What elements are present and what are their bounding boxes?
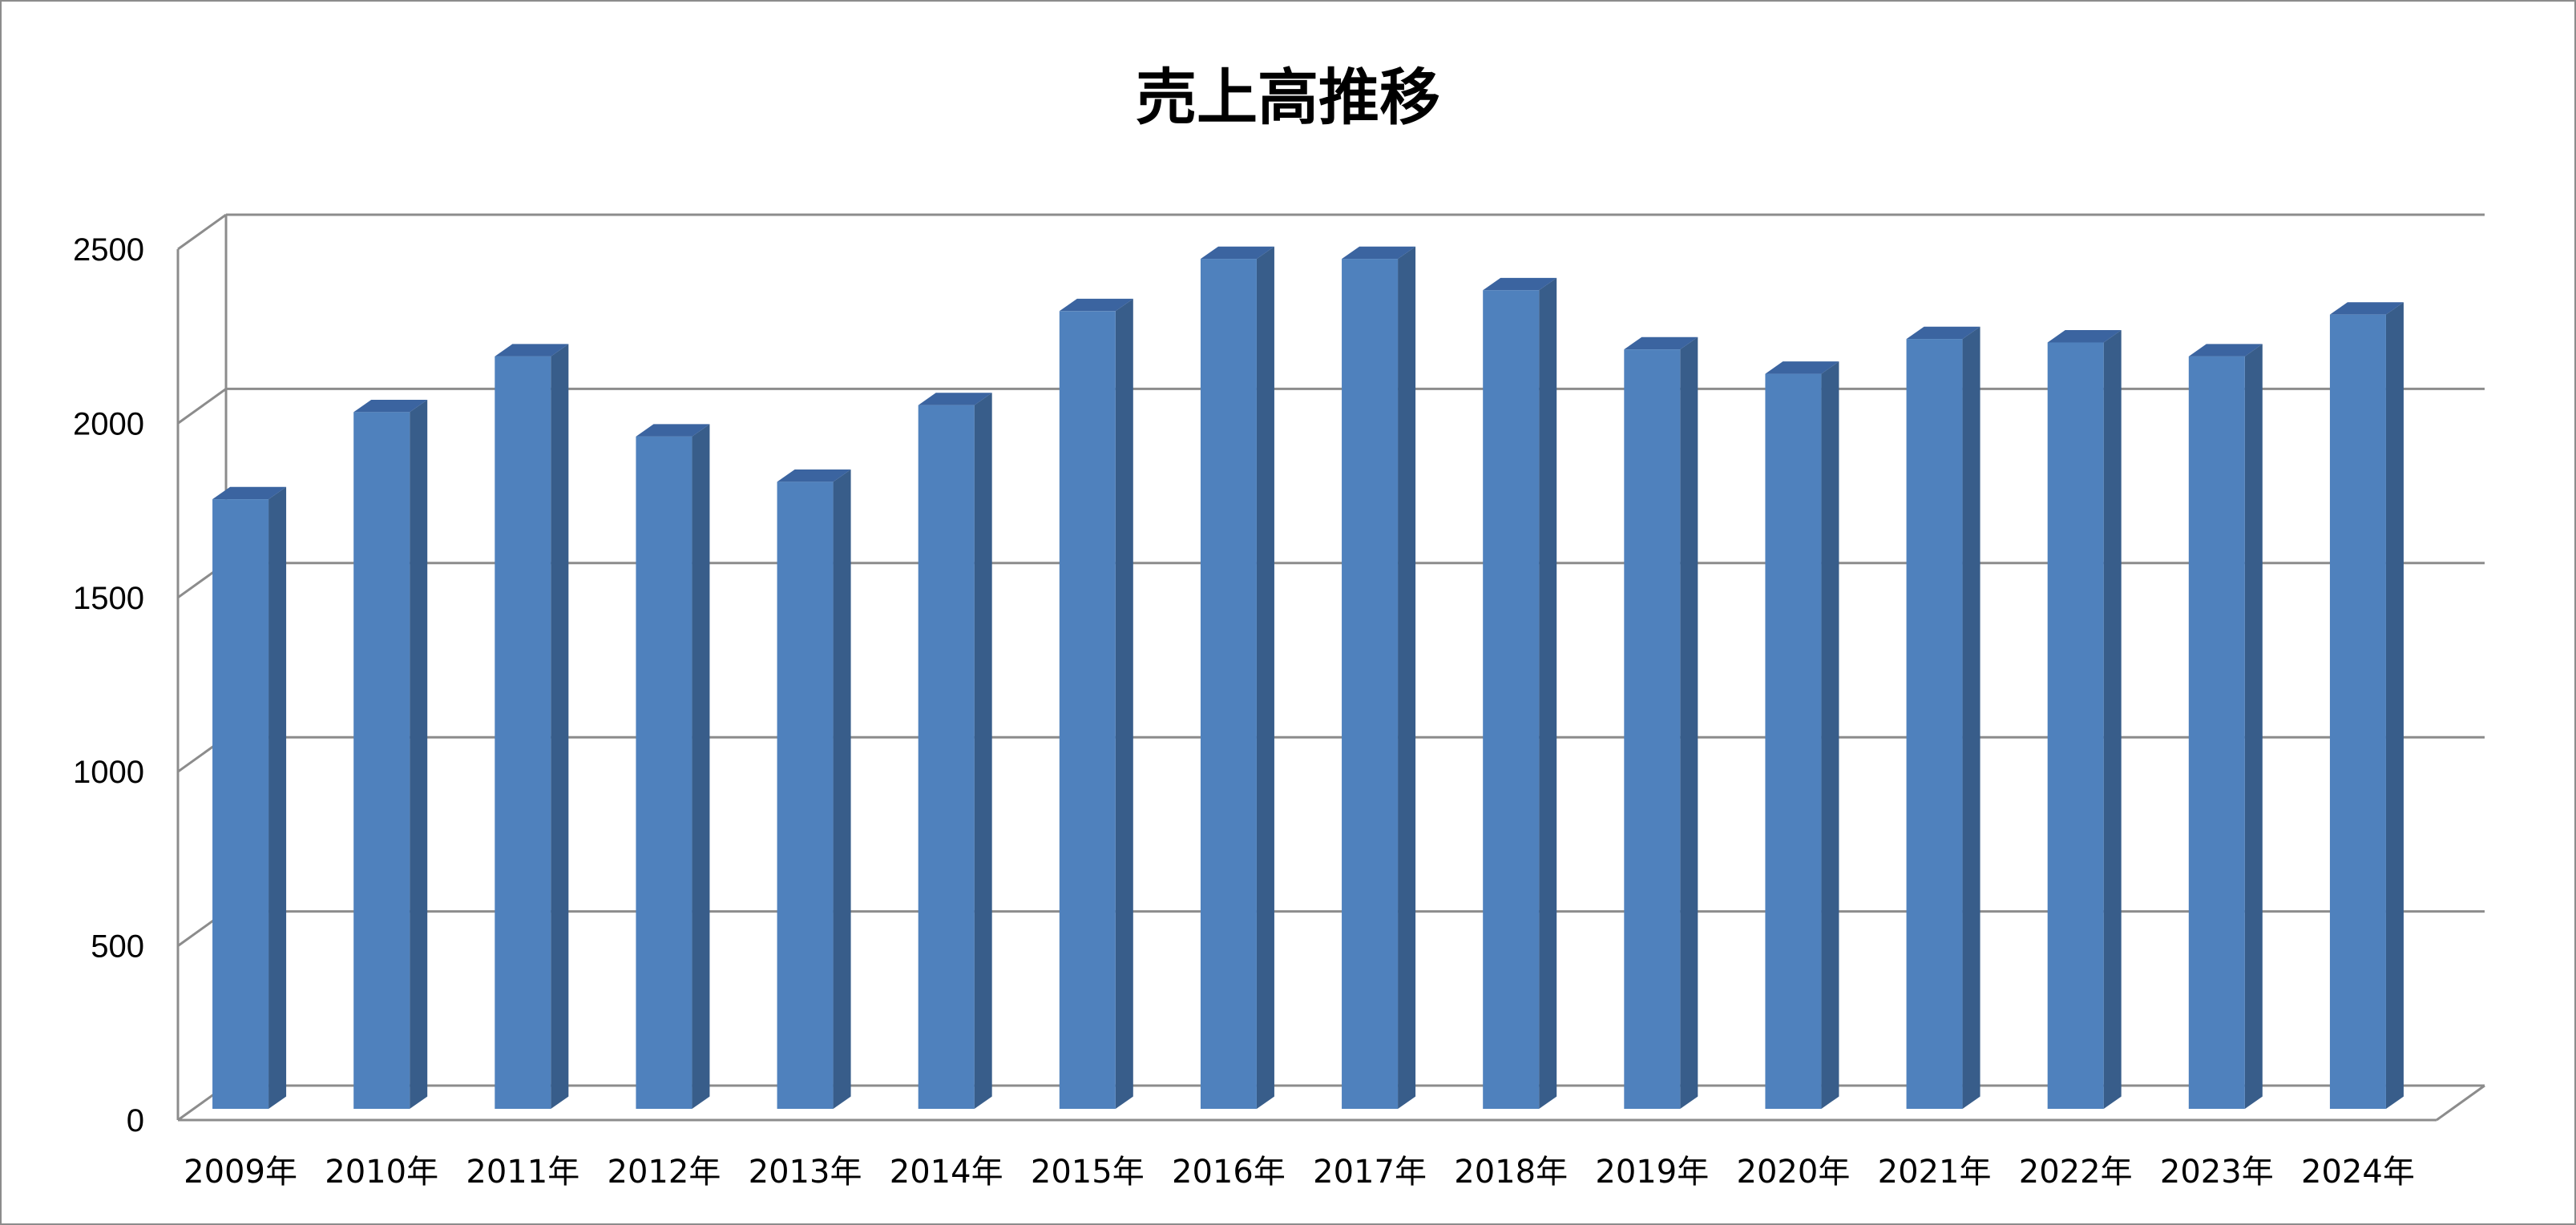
bar	[1059, 311, 1116, 1110]
bar-side	[1680, 336, 1698, 1110]
bar-top	[212, 486, 287, 500]
bar-side	[1821, 361, 1839, 1109]
bar-side	[1962, 326, 1980, 1109]
x-tick-label: 2018年	[1454, 1154, 1568, 1191]
bar	[2188, 356, 2245, 1109]
y-tick-label: 1000	[73, 755, 144, 790]
bar	[1483, 290, 1540, 1110]
bar	[918, 405, 975, 1110]
y-tick-label: 2500	[73, 232, 144, 268]
x-tick-label: 2024年	[2301, 1154, 2415, 1191]
bar-top	[2047, 330, 2122, 343]
bar-side	[1256, 246, 1274, 1109]
x-tick-label: 2016年	[1172, 1154, 1286, 1191]
bar-top	[1342, 246, 1416, 260]
bar-top	[1059, 298, 1133, 312]
bar	[2047, 342, 2104, 1109]
bar-top	[495, 344, 569, 357]
x-tick-label: 2022年	[2019, 1154, 2133, 1191]
bar-side	[410, 400, 428, 1109]
gridline-side	[177, 388, 227, 425]
bar-top	[2188, 344, 2263, 357]
x-tick-label: 2021年	[1878, 1154, 1992, 1191]
x-tick-label: 2012年	[608, 1154, 721, 1191]
y-tick-label: 2000	[73, 406, 144, 441]
x-tick-label: 2019年	[1595, 1154, 1709, 1191]
bar-top	[1483, 277, 1557, 291]
bar	[636, 436, 692, 1109]
bar-top	[353, 400, 428, 413]
bar	[1200, 259, 1257, 1109]
bar	[1906, 339, 1963, 1109]
bar-top	[1906, 326, 1980, 340]
bar	[212, 499, 269, 1109]
bar	[495, 356, 551, 1109]
gridline-side	[177, 213, 227, 251]
bar-side	[692, 424, 710, 1109]
bar-side	[1115, 298, 1133, 1110]
bar-top	[1624, 336, 1698, 350]
bar-top	[1200, 246, 1274, 260]
bar-side	[974, 393, 992, 1110]
chart-title: 売上高推移	[1136, 62, 1440, 133]
bar-side	[1398, 246, 1416, 1109]
bar-top	[777, 469, 851, 482]
bar-top	[2329, 302, 2404, 315]
bar-side	[833, 469, 851, 1109]
x-tick-label: 2011年	[466, 1154, 579, 1191]
bar	[353, 412, 410, 1109]
x-tick-label: 2020年	[1737, 1154, 1851, 1191]
x-tick-label: 2013年	[749, 1154, 862, 1191]
x-tick-label: 2023年	[2160, 1154, 2274, 1191]
bar	[777, 482, 834, 1109]
y-tick-label: 0	[127, 1103, 144, 1138]
bar-side	[2103, 330, 2122, 1109]
bar-side	[1539, 277, 1557, 1109]
bar	[2329, 314, 2386, 1109]
bar-top	[636, 424, 710, 437]
y-tick-label: 500	[91, 929, 144, 965]
bar-side	[551, 344, 569, 1109]
x-tick-label: 2014年	[890, 1154, 1003, 1191]
bar	[1342, 259, 1399, 1109]
bar-side	[2385, 302, 2404, 1110]
bar-top	[918, 393, 992, 405]
y-tick-label: 1500	[73, 581, 144, 616]
x-tick-label: 2010年	[325, 1154, 438, 1191]
bar	[1765, 373, 1822, 1109]
floor-right-edge	[2436, 1084, 2485, 1122]
bar	[1624, 349, 1681, 1109]
bar-side	[2244, 344, 2263, 1109]
bar-side	[269, 486, 287, 1109]
x-tick-label: 2009年	[184, 1154, 297, 1191]
x-tick-label: 2017年	[1313, 1154, 1427, 1191]
bar-top	[1765, 361, 1839, 374]
x-tick-label: 2015年	[1031, 1154, 1145, 1191]
